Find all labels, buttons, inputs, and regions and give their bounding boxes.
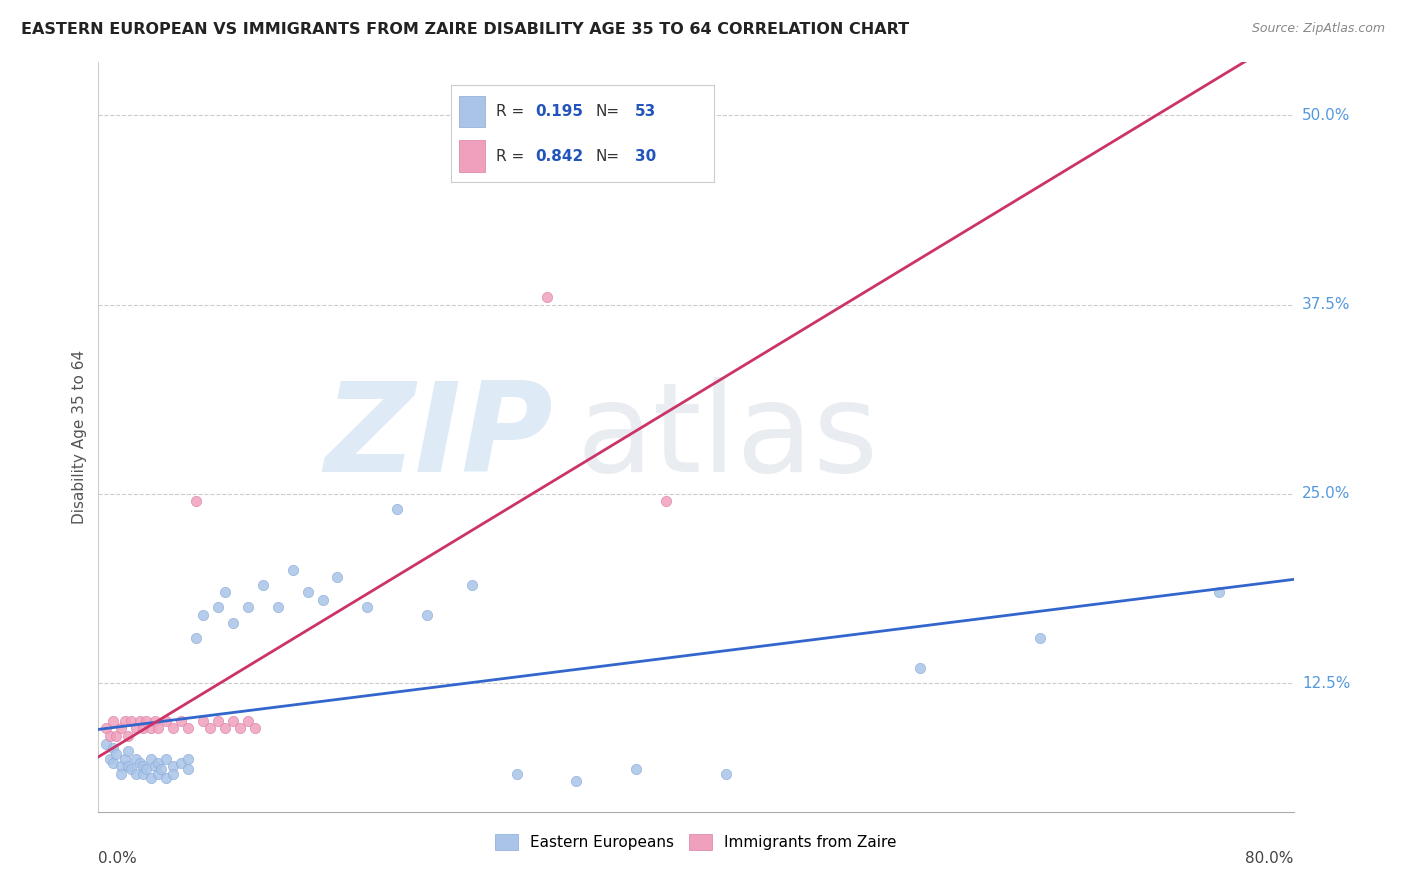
Point — [103, 741, 125, 756]
Point — [148, 756, 170, 771]
Point — [135, 762, 157, 776]
Text: 50.0%: 50.0% — [1302, 108, 1350, 123]
Point — [110, 722, 132, 736]
Text: 80.0%: 80.0% — [1246, 851, 1294, 865]
Point — [236, 600, 259, 615]
Point — [139, 752, 162, 766]
Point — [385, 502, 409, 516]
Point — [129, 714, 152, 728]
Point — [252, 577, 274, 591]
Point — [125, 752, 148, 766]
Point — [125, 722, 148, 736]
Point — [120, 714, 142, 728]
Point — [267, 600, 290, 615]
Point — [184, 631, 207, 645]
Point — [105, 729, 128, 743]
Point — [162, 722, 184, 736]
Point — [207, 600, 229, 615]
Point — [125, 767, 148, 781]
Point — [114, 714, 136, 728]
Text: 12.5%: 12.5% — [1302, 675, 1350, 690]
Point — [169, 714, 191, 728]
Point — [565, 774, 588, 789]
Text: 0.0%: 0.0% — [98, 851, 138, 865]
Point — [655, 494, 678, 508]
Point — [356, 600, 378, 615]
Point — [94, 737, 117, 751]
Point — [184, 494, 207, 508]
Point — [1208, 585, 1230, 599]
Point — [326, 570, 349, 584]
Point — [191, 607, 214, 622]
Point — [214, 585, 236, 599]
Point — [536, 290, 558, 304]
Point — [132, 759, 155, 773]
Y-axis label: Disability Age 35 to 64: Disability Age 35 to 64 — [72, 350, 87, 524]
Point — [191, 714, 214, 728]
Point — [281, 562, 304, 576]
Point — [139, 722, 162, 736]
Point — [110, 767, 132, 781]
Text: ZIP: ZIP — [323, 376, 553, 498]
Point — [177, 722, 200, 736]
Point — [94, 722, 117, 736]
Point — [229, 722, 252, 736]
Text: 25.0%: 25.0% — [1302, 486, 1350, 501]
Point — [114, 752, 136, 766]
Point — [143, 759, 166, 773]
Point — [117, 729, 139, 743]
Point — [207, 714, 229, 728]
Text: EASTERN EUROPEAN VS IMMIGRANTS FROM ZAIRE DISABILITY AGE 35 TO 64 CORRELATION CH: EASTERN EUROPEAN VS IMMIGRANTS FROM ZAIR… — [21, 22, 910, 37]
Legend: Eastern Europeans, Immigrants from Zaire: Eastern Europeans, Immigrants from Zaire — [489, 829, 903, 856]
Point — [98, 729, 122, 743]
Point — [117, 744, 139, 758]
Point — [162, 759, 184, 773]
Point — [311, 592, 333, 607]
Point — [214, 722, 236, 736]
Point — [148, 767, 170, 781]
Point — [105, 747, 128, 762]
Point — [245, 722, 267, 736]
Point — [177, 762, 200, 776]
Point — [132, 722, 155, 736]
Point — [1028, 631, 1050, 645]
Point — [139, 772, 162, 786]
Point — [135, 714, 157, 728]
Point — [155, 752, 177, 766]
Point — [177, 752, 200, 766]
Point — [416, 607, 439, 622]
Point — [714, 767, 737, 781]
Point — [506, 767, 529, 781]
Point — [117, 759, 139, 773]
Point — [222, 615, 245, 630]
Point — [626, 762, 648, 776]
Point — [297, 585, 319, 599]
Point — [98, 752, 122, 766]
Point — [110, 759, 132, 773]
Point — [132, 767, 155, 781]
Point — [461, 577, 484, 591]
Point — [222, 714, 245, 728]
Point — [200, 722, 222, 736]
Point — [150, 762, 173, 776]
Point — [169, 756, 191, 771]
Point — [162, 767, 184, 781]
Point — [908, 661, 931, 675]
Point — [148, 722, 170, 736]
Point — [143, 714, 166, 728]
Text: 37.5%: 37.5% — [1302, 297, 1350, 312]
Point — [120, 762, 142, 776]
Point — [236, 714, 259, 728]
Point — [155, 772, 177, 786]
Point — [155, 714, 177, 728]
Point — [103, 714, 125, 728]
Point — [129, 756, 152, 771]
Text: Source: ZipAtlas.com: Source: ZipAtlas.com — [1251, 22, 1385, 36]
Point — [103, 756, 125, 771]
Text: atlas: atlas — [576, 376, 879, 498]
